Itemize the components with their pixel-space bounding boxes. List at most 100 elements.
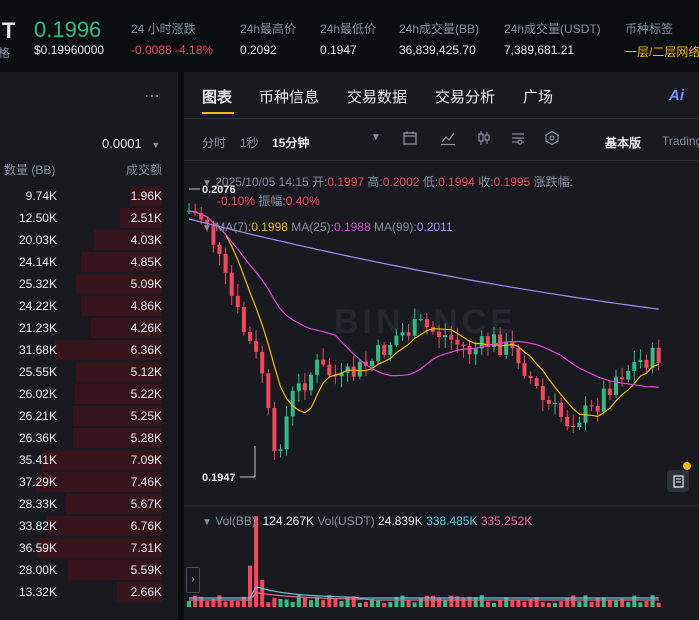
tab-trade-data[interactable]: 交易数据 xyxy=(347,89,408,106)
stat-volume-usdt-label: 24h成交量(USDT) xyxy=(504,22,601,36)
more-dots-icon[interactable]: ⋯ xyxy=(144,88,161,105)
volume-bar xyxy=(241,596,246,607)
row-qty: 25.32K xyxy=(18,277,57,291)
order-book-row[interactable]: 9.74K 1.96K xyxy=(0,185,178,207)
collapse-icon[interactable]: ▼ xyxy=(202,223,212,234)
depth-bar xyxy=(75,384,162,404)
order-book-row[interactable]: 12.50K 2.51K xyxy=(0,207,178,229)
order-book-row[interactable]: 13.32K 2.66K xyxy=(0,581,178,603)
kline-chart[interactable]: BINANCE 0.2076 0.1947 xyxy=(184,161,699,620)
hexagon-settings-icon[interactable] xyxy=(544,130,560,146)
row-amount: 1.96K xyxy=(130,189,162,203)
candle-body xyxy=(333,375,338,377)
depth-bar xyxy=(68,560,162,580)
collapse-icon[interactable]: ▼ xyxy=(202,178,212,189)
candle-body xyxy=(235,295,240,308)
order-book-row[interactable]: 37.29K 7.46K xyxy=(0,471,178,493)
volume-bar xyxy=(601,597,606,607)
order-book-row[interactable]: 20.03K 4.03K xyxy=(0,229,178,251)
volume-bar xyxy=(351,596,356,607)
order-book-row[interactable]: 36.59K 7.31K xyxy=(0,537,178,559)
volume-bar xyxy=(522,601,527,607)
stat-low-label: 24h最低价 xyxy=(320,22,377,36)
order-book-row[interactable]: 28.00K 5.59K xyxy=(0,559,178,581)
close-label: 收: xyxy=(478,175,494,189)
stat-change-value: -0.0088 -4.18% xyxy=(131,43,214,57)
tab-square[interactable]: 广场 xyxy=(523,89,554,106)
low-label: 低: xyxy=(422,175,439,189)
volume-bar xyxy=(296,595,301,607)
order-book-row[interactable]: 35.41K 7.09K xyxy=(0,449,178,471)
volume-bar xyxy=(278,599,283,607)
symbol-name[interactable]: T xyxy=(2,18,16,43)
precision-select[interactable]: 0.0001 ▼ xyxy=(102,136,160,151)
volume-bar xyxy=(321,600,326,607)
order-book-row[interactable]: 21.23K 4.26K xyxy=(0,317,178,339)
candle-type-icon[interactable] xyxy=(476,130,492,146)
volume-bar xyxy=(345,597,350,607)
candle-body xyxy=(406,332,411,336)
order-book-row[interactable]: 26.36K 5.28K xyxy=(0,427,178,449)
candle-body xyxy=(546,400,551,404)
chevron-down-icon[interactable]: ▼ xyxy=(371,132,381,143)
settings-sliders-icon[interactable] xyxy=(510,130,526,146)
order-book-row[interactable]: 28.33K 5.67K xyxy=(0,493,178,515)
indicator-icon[interactable] xyxy=(440,130,456,146)
ai-assistant-icon[interactable]: Ai xyxy=(669,87,684,104)
row-amount: 7.09K xyxy=(130,453,162,467)
expand-handle[interactable]: › xyxy=(186,567,200,593)
candle-body xyxy=(351,366,356,377)
candle-body xyxy=(644,359,649,368)
volume-bar xyxy=(266,602,271,607)
candle-body xyxy=(534,378,539,387)
order-book-row[interactable]: 25.55K 5.12K xyxy=(0,361,178,383)
chart-panel: 图表 币种信息 交易数据 交易分析 广场 Ai 分时 1秒 15分钟 ▼ 基本版… xyxy=(184,72,699,620)
view-tradingview[interactable]: Trading xyxy=(662,134,699,148)
volume-bar xyxy=(449,595,454,607)
volume-bar xyxy=(650,595,655,607)
vol-bb-value: 124.267K xyxy=(262,514,314,528)
volume-bar xyxy=(400,595,405,607)
collapse-icon[interactable]: ▼ xyxy=(202,517,212,528)
ma-legend: ▼ MA(7):0.1998 MA(25):0.1988 MA(99):0.20… xyxy=(202,220,453,234)
depth-bar xyxy=(81,252,162,272)
candle-body xyxy=(278,449,283,452)
order-book-row[interactable]: 31.68K 6.36K xyxy=(0,339,178,361)
notes-button[interactable] xyxy=(667,462,691,492)
ohlc-time: 2025/10/05 14:15 xyxy=(215,175,309,189)
stat-tag-value[interactable]: 一层/二层网络 xyxy=(625,45,699,59)
vol-bb-label: Vol(BB): xyxy=(215,514,260,528)
candle-body xyxy=(632,362,637,371)
order-book-row[interactable]: 26.02K 5.22K xyxy=(0,383,178,405)
volume-bar xyxy=(205,601,210,607)
candle-body xyxy=(260,351,265,374)
order-book-row[interactable]: 25.32K 5.09K xyxy=(0,273,178,295)
row-qty: 33.82K xyxy=(18,519,57,533)
row-amount: 4.26K xyxy=(130,321,162,335)
volume-bar xyxy=(193,595,198,607)
volume-ma-line xyxy=(189,592,659,601)
candle-body xyxy=(553,402,557,404)
volume-bar xyxy=(504,597,509,607)
volume-bar xyxy=(492,602,496,607)
calendar-icon[interactable] xyxy=(402,130,418,146)
row-qty: 28.33K xyxy=(18,497,57,511)
candle-body xyxy=(241,307,246,333)
depth-bar xyxy=(55,340,162,360)
volume-bar xyxy=(248,565,252,607)
tab-coin-info[interactable]: 币种信息 xyxy=(259,89,320,106)
interval-timeline[interactable]: 分时 xyxy=(202,136,227,150)
order-book-row[interactable]: 24.22K 4.86K xyxy=(0,295,178,317)
row-qty: 25.55K xyxy=(18,365,57,379)
tab-chart[interactable]: 图表 xyxy=(202,89,233,106)
tab-trade-analysis[interactable]: 交易分析 xyxy=(435,89,496,106)
vol-ma2-value: 335.252K xyxy=(480,514,533,528)
view-basic[interactable]: 基本版 xyxy=(605,136,642,150)
interval-1s[interactable]: 1秒 xyxy=(240,136,259,150)
depth-bar xyxy=(47,516,162,536)
order-book-row[interactable]: 24.14K 4.85K xyxy=(0,251,178,273)
order-book-row[interactable]: 26.21K 5.25K xyxy=(0,405,178,427)
interval-15m[interactable]: 15分钟 xyxy=(272,136,310,150)
order-book-row[interactable]: 33.82K 6.76K xyxy=(0,515,178,537)
candle-body xyxy=(266,373,271,408)
